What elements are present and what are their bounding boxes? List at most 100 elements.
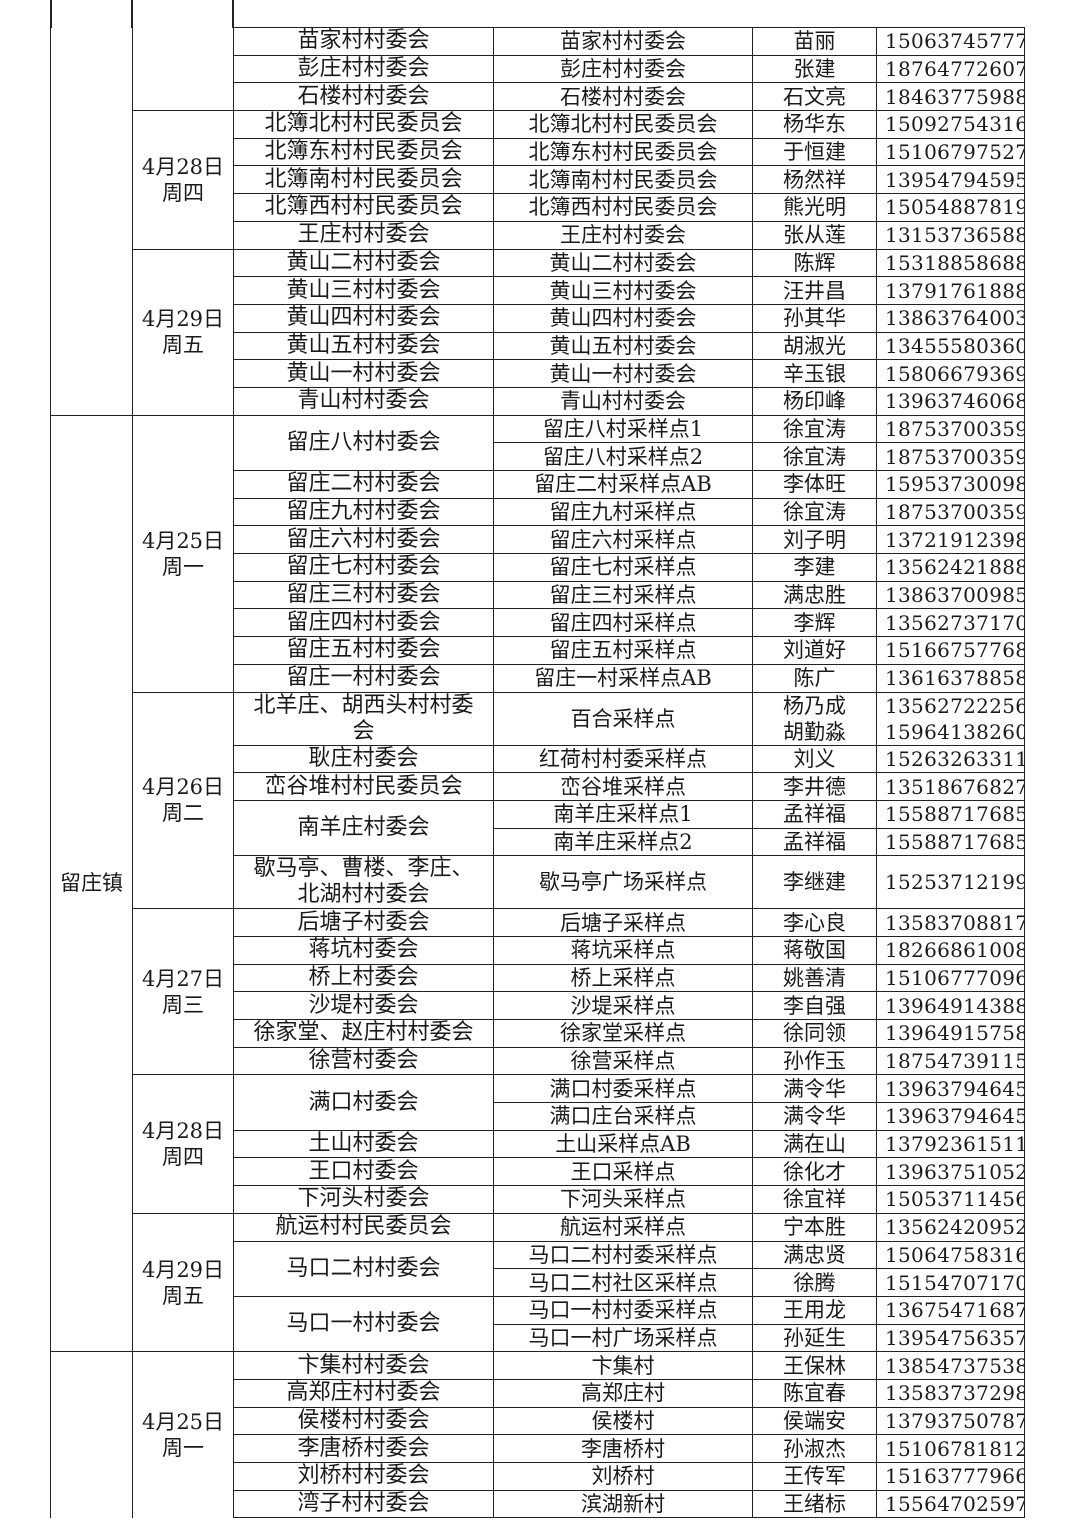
committee-cell: 王庄村村委会 — [233, 220, 494, 250]
contact-cell: 徐宜涛 — [752, 497, 877, 527]
phone-cell: 13791761888 — [876, 276, 1025, 305]
sampling-site-cell: 歇马亭广场采样点 — [493, 855, 753, 910]
contact-name: 胡淑光 — [783, 333, 846, 358]
sampling-site-cell: 李唐桥村 — [493, 1434, 753, 1463]
phone-number: 13153736588 — [885, 223, 1025, 248]
contact-name: 孙延生 — [783, 1325, 846, 1350]
sampling-site-cell: 留庄一村采样点AB — [493, 663, 753, 693]
phone-cell: 13562421888 — [876, 553, 1025, 582]
committee-cell: 土山村委会 — [233, 1129, 494, 1159]
phone-cell: 15166757768 — [876, 636, 1025, 665]
phone-cell: 13562722256 15964138260 — [876, 691, 1025, 746]
phone-cell: 13455580360 — [876, 331, 1025, 361]
date-cell: 4月26日 周二 — [132, 691, 234, 910]
sampling-site-cell: 下河头采样点 — [493, 1185, 753, 1214]
committee-cell: 歇马亭、曹楼、李庄、北湖村村委会 — [233, 855, 494, 910]
phone-number: 13562420952 — [885, 1215, 1025, 1240]
town-cell — [50, 1351, 133, 1518]
phone-number: 13792361511 — [885, 1132, 1025, 1157]
contact-name: 李自强 — [783, 993, 846, 1018]
phone-cell: 18463775988 — [876, 82, 1025, 112]
committee-cell: 沙堤村委会 — [233, 991, 494, 1020]
phone-number: 18753700359 — [885, 444, 1025, 469]
date-label: 4月28日 — [141, 154, 225, 179]
sampling-site-cell: 马口一村广场采样点 — [493, 1323, 753, 1353]
contact-name: 王绪标 — [783, 1492, 846, 1517]
table-row: 桥上村委会 桥上采样点 姚善清 15106777096 — [51, 963, 1025, 993]
contact-cell: 刘子明 — [752, 525, 877, 555]
contact-name: 孙其华 — [783, 306, 846, 331]
phone-cell: 15263263311 — [876, 744, 1025, 774]
contact-cell: 李建 — [752, 553, 877, 582]
phone-number: 13562722256 — [885, 693, 1025, 718]
committee-cell: 黄山一村村委会 — [233, 359, 494, 388]
table-row: 马口二村社区采样点 徐腾 15154707170 — [51, 1268, 1025, 1297]
weekday-label: 周四 — [162, 1145, 204, 1170]
table-row: 4月27日 周三 后塘子村委会 后塘子采样点 李心良 13583708817 — [51, 908, 1025, 1076]
date-cell — [132, 27, 234, 112]
phone-number: 15063745777 — [885, 29, 1025, 54]
contact-cell: 徐同领 — [752, 1019, 877, 1048]
phone-number: 18753700359 — [885, 500, 1025, 525]
sampling-site-cell: 留庄四村采样点 — [493, 608, 753, 638]
committee-cell: 北簿东村村民委员会 — [233, 137, 494, 167]
phone-number: 15953730098 — [885, 472, 1025, 497]
contact-name: 苗丽 — [793, 29, 836, 54]
sampling-site-cell: 土山采样点AB — [493, 1129, 753, 1159]
contact-cell: 张从莲 — [752, 220, 877, 250]
column-border-town-right — [131, 0, 133, 28]
contact-cell: 徐宜涛 — [752, 414, 877, 444]
contact-cell: 孙延生 — [752, 1323, 877, 1353]
contact-name: 胡勤淼 — [783, 719, 846, 744]
contact-name: 张从莲 — [783, 223, 846, 248]
contact-cell: 徐宜涛 — [752, 442, 877, 471]
sampling-site-cell: 北簿西村村民委员会 — [493, 193, 753, 222]
contact-name: 李继建 — [783, 870, 846, 895]
contact-name: 孟祥福 — [783, 829, 846, 854]
sampling-site-cell: 黄山三村村委会 — [493, 276, 753, 305]
committee-cell: 苗家村村委会 — [233, 27, 494, 56]
phone-number: 15092754316 — [885, 112, 1025, 137]
contact-name: 满令华 — [783, 1076, 846, 1101]
phone-number: 15253712199 — [885, 870, 1025, 895]
contact-name: 蒋敬国 — [783, 938, 846, 963]
contact-name: 徐宜涛 — [783, 500, 846, 525]
contact-cell: 熊光明 — [752, 193, 877, 222]
contact-cell: 孙其华 — [752, 303, 877, 333]
table-row: 北簿东村村民委员会 北簿东村村民委员会 于恒建 15106797527 — [51, 137, 1025, 167]
sampling-schedule-table: 苗家村村委会 苗家村村委会 苗丽 15063745777 彭庄村村委会 彭庄村村委会 张建 1… — [50, 27, 1025, 1519]
phone-cell: 15064758316 — [876, 1240, 1025, 1270]
sampling-site-cell: 留庄九村采样点 — [493, 497, 753, 527]
phone-cell: 13583737298 — [876, 1378, 1025, 1408]
table-row: 青山村村委会 青山村村委会 杨印峰 13963746068 — [51, 386, 1025, 416]
contact-cell: 孟祥福 — [752, 799, 877, 829]
phone-cell: 13616378858 — [876, 663, 1025, 693]
sampling-site-cell: 高郑庄村 — [493, 1378, 753, 1408]
phone-cell: 13964914388 — [876, 991, 1025, 1020]
table-row: 马口一村村委会 马口一村村委采样点 王用龙 13675471687 — [51, 1295, 1025, 1353]
table-row: 黄山五村村委会 黄山五村村委会 胡淑光 13455580360 — [51, 331, 1025, 361]
committee-cell: 黄山三村村委会 — [233, 276, 494, 305]
date-cell: 4月28日 周四 — [132, 1074, 234, 1214]
committee-cell: 北羊庄、胡西头村村委会 — [233, 691, 494, 746]
contact-name: 王保林 — [783, 1353, 846, 1378]
contact-name: 满忠贤 — [783, 1242, 846, 1267]
contact-cell: 满令华 — [752, 1102, 877, 1131]
weekday-label: 周一 — [162, 554, 204, 579]
table-row: 苗家村村委会 苗家村村委会 苗丽 15063745777 — [50, 27, 1025, 416]
sampling-site-cell: 留庄三村采样点 — [493, 580, 753, 610]
contact-cell: 李辉 — [752, 608, 877, 638]
phone-cell: 13863700985 — [876, 580, 1025, 610]
table-row: 4月25日 周一 卞集村村委会 卞集村 王保林 13854737538 — [50, 1351, 1025, 1518]
committee-cell: 侯楼村村委会 — [233, 1406, 494, 1436]
sampling-site-cell: 沙堤采样点 — [493, 991, 753, 1020]
phone-cell: 13963794645 — [876, 1074, 1025, 1104]
phone-number: 15053711456 — [885, 1187, 1025, 1212]
contact-name: 徐宜祥 — [783, 1187, 846, 1212]
phone-cell: 18266861008 — [876, 935, 1025, 965]
table-row: 徐家堂、赵庄村村委会 徐家堂采样点 徐同领 13964915758 — [51, 1019, 1025, 1048]
date-label: 4月29日 — [141, 1257, 225, 1282]
committee-cell: 留庄三村村委会 — [233, 580, 494, 610]
phone-number: 13518676827 — [885, 774, 1025, 799]
phone-cell: 18753700359 — [876, 442, 1025, 471]
